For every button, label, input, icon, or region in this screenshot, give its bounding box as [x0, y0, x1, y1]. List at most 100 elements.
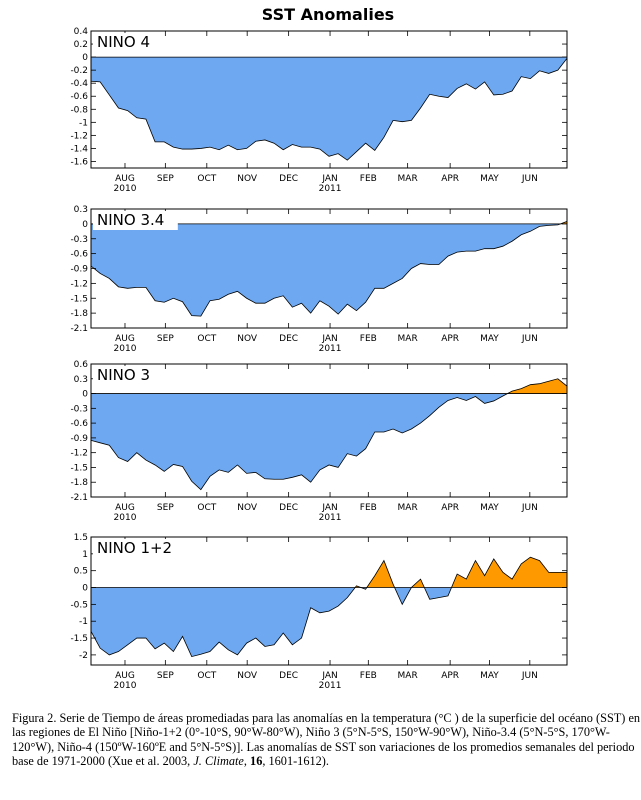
- month-label-may: MAY: [480, 503, 499, 513]
- series-line: [91, 58, 567, 161]
- panel-label-bg: [93, 211, 178, 230]
- month-label-feb: FEB: [360, 503, 377, 513]
- month-label-apr: APR: [441, 503, 459, 513]
- year-2011-label: 2011: [319, 184, 342, 194]
- month-label-mar: MAR: [398, 671, 418, 681]
- y-tick-label: -1.2: [70, 279, 88, 289]
- y-tick-label: -0.6: [70, 419, 88, 429]
- month-label-jan: JAN: [321, 503, 337, 513]
- year-2011-label: 2011: [319, 513, 342, 523]
- month-label-may: MAY: [480, 174, 499, 184]
- y-tick-label: 0.3: [74, 375, 88, 385]
- y-tick-label: -1: [79, 118, 88, 128]
- month-label-mar: MAR: [398, 503, 418, 513]
- month-label-nov: NOV: [237, 334, 258, 344]
- panel-label-bg: [93, 539, 178, 558]
- y-tick-label: 1: [82, 550, 88, 560]
- series-line: [91, 556, 567, 658]
- y-tick-label: -2.1: [70, 493, 88, 503]
- y-tick-label: -0.5: [70, 600, 88, 610]
- month-label-aug: AUG: [115, 334, 135, 344]
- month-label-sep: SEP: [157, 174, 174, 184]
- y-tick-label: -0.2: [70, 66, 88, 76]
- month-label-oct: OCT: [197, 174, 216, 184]
- month-label-sep: SEP: [157, 671, 174, 681]
- month-label-apr: APR: [441, 174, 459, 184]
- month-label-jan: JAN: [321, 334, 337, 344]
- y-tick-label: -0.3: [70, 404, 88, 414]
- y-tick-label: 1.5: [74, 533, 88, 543]
- figure-caption: Figura 2. Serie de Tiempo de áreas prome…: [12, 711, 641, 769]
- y-tick-label: -1.5: [70, 463, 88, 473]
- panel-label: NINO 4: [97, 33, 150, 51]
- plot-frame: [90, 536, 568, 666]
- panel-label: NINO 3: [97, 366, 150, 384]
- panel-label-bg: [93, 366, 159, 385]
- month-label-jun: JUN: [521, 174, 538, 184]
- negative-anomaly-area: [91, 587, 356, 657]
- month-label-nov: NOV: [237, 503, 258, 513]
- month-label-feb: FEB: [360, 334, 377, 344]
- plot-frame: [90, 363, 568, 498]
- y-tick-label: -1.5: [70, 634, 88, 644]
- y-tick-label: -1.4: [70, 144, 88, 154]
- month-label-sep: SEP: [157, 503, 174, 513]
- panel-label: NINO 1+2: [97, 539, 172, 557]
- chart-panels: 0.4 0.2 0 -0.2 -0.4 -0.6 -0.8 -1 -1.2 -1.4 -1.6 AUG…: [70, 27, 568, 691]
- negative-anomaly-area: [91, 393, 508, 490]
- y-tick-label: -1.6: [70, 157, 88, 167]
- panel-nino-3: 0.6 0.3 0 -0.3 -0.6 -0.9 -1.2 -1.5 -1.8 -2.1 AUG SE…: [70, 360, 568, 523]
- panel-label-bg: [93, 33, 159, 52]
- anomaly-areas: [91, 378, 567, 490]
- figure-title: SST Anomalies: [262, 5, 394, 24]
- y-tick-label: -0.6: [70, 250, 88, 260]
- month-label-dec: DEC: [279, 503, 298, 513]
- series-line: [91, 221, 567, 317]
- y-tick-label: 0.2: [74, 40, 88, 50]
- y-tick-label: -1.2: [70, 449, 88, 459]
- negative-anomaly-area: [91, 223, 561, 317]
- month-label-may: MAY: [480, 671, 499, 681]
- year-2010-label: 2010: [114, 184, 137, 194]
- month-label-jun: JUN: [521, 671, 538, 681]
- plot-frame: [90, 30, 568, 169]
- panel-nino-1-2: 1.5 1 0.5 0 -0.5 -1 -1.5 -2 AUG SEP OCT NOV DEC JAN FE…: [70, 533, 568, 691]
- anomaly-areas: [91, 557, 567, 657]
- panel-nino-3-4: 0.3 0 -0.3 -0.6 -0.9 -1.2 -1.5 -1.8 -2.1 AUG SEP OC…: [70, 205, 568, 354]
- month-label-jun: JUN: [521, 334, 538, 344]
- month-label-sep: SEP: [157, 334, 174, 344]
- year-2010-label: 2010: [114, 681, 137, 691]
- month-label-aug: AUG: [115, 503, 135, 513]
- y-tick-label: -0.4: [70, 79, 88, 89]
- y-tick-label: -1.5: [70, 294, 88, 304]
- y-tick-label: 0.4: [74, 27, 89, 37]
- year-2011-label: 2011: [319, 681, 342, 691]
- y-tick-label: -1.8: [70, 478, 88, 488]
- y-tick-label: -1: [79, 617, 88, 627]
- y-tick-label: -0.9: [70, 434, 88, 444]
- month-label-nov: NOV: [237, 174, 258, 184]
- month-label-apr: APR: [441, 334, 459, 344]
- month-label-dec: DEC: [279, 174, 298, 184]
- caption-text-part2: , 1601-1612).: [262, 754, 329, 769]
- sst-anomalies-figure: SST Anomalies 0.4 0.2 0 -0.2 -0.4 -0.6 -0.8 -1 -…: [70, 5, 568, 691]
- month-label-dec: DEC: [279, 334, 298, 344]
- year-2011-label: 2011: [319, 344, 342, 354]
- month-label-may: MAY: [480, 334, 499, 344]
- positive-anomaly-area: [366, 560, 395, 588]
- year-2010-label: 2010: [114, 344, 137, 354]
- month-label-nov: NOV: [237, 671, 258, 681]
- month-label-aug: AUG: [115, 174, 135, 184]
- month-label-mar: MAR: [398, 174, 418, 184]
- y-tick-label: -0.9: [70, 265, 88, 275]
- y-tick-label: 0: [82, 584, 88, 594]
- y-tick-label: 0: [82, 220, 88, 230]
- month-label-apr: APR: [441, 671, 459, 681]
- month-label-oct: OCT: [197, 503, 216, 513]
- y-tick-label: -0.6: [70, 92, 88, 102]
- month-label-oct: OCT: [197, 671, 216, 681]
- month-label-dec: DEC: [279, 671, 298, 681]
- series-line: [91, 378, 567, 491]
- y-tick-label: 0.5: [74, 567, 88, 577]
- month-label-jan: JAN: [321, 671, 337, 681]
